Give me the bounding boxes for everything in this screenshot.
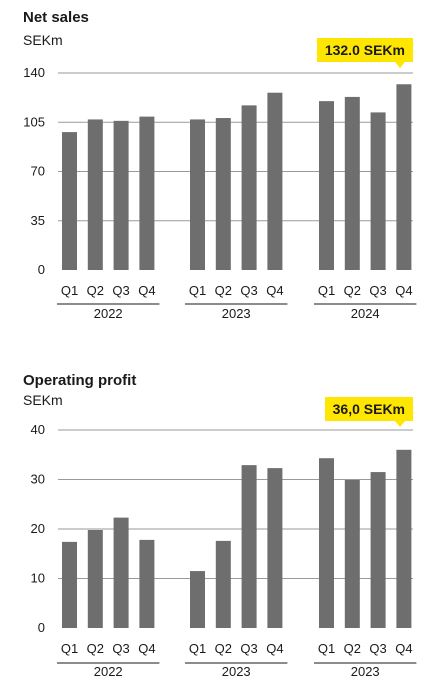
chart-title: Net sales <box>23 9 89 26</box>
bar <box>396 449 412 628</box>
highlight-callout: 132.0 SEKm <box>316 38 413 68</box>
x-tick-label: Q2 <box>87 641 104 656</box>
x-tick-label: Q3 <box>112 283 129 298</box>
x-tick-label: Q3 <box>369 283 386 298</box>
x-tick-label: Q2 <box>87 283 104 298</box>
y-tick-label: 0 <box>38 262 45 277</box>
x-tick-label: Q3 <box>240 283 257 298</box>
bar <box>370 472 386 628</box>
x-tick-label: Q2 <box>344 283 361 298</box>
x-tick-label: Q3 <box>369 641 386 656</box>
y-tick-label: 20 <box>31 521 45 536</box>
y-axis-label: SEKm <box>23 392 63 408</box>
bar <box>241 465 257 628</box>
y-tick-label: 140 <box>23 65 45 80</box>
x-tick-label: Q4 <box>266 641 283 656</box>
chart-canvas: 0 35 70 105 140 Q1 Q2 Q3 Q4 2022 Q1 Q2 Q3 Q4 2023 Q1 Q2 Q… <box>23 65 417 321</box>
group-label: 2023 <box>351 664 380 679</box>
bar <box>62 132 77 270</box>
bar <box>190 571 205 628</box>
x-tick-label: Q2 <box>344 641 361 656</box>
y-axis-label: SEKm <box>23 32 63 48</box>
bar <box>344 96 360 271</box>
group-label: 2024 <box>351 306 380 321</box>
chart-title: Operating profit <box>23 372 137 389</box>
y-tick-label: 105 <box>23 114 45 129</box>
bar <box>113 517 129 628</box>
group-label: 2022 <box>94 306 123 321</box>
x-tick-label: Q4 <box>138 641 155 656</box>
x-tick-label: Q4 <box>138 283 155 298</box>
x-tick-label: Q1 <box>318 283 335 298</box>
y-tick-label: 70 <box>31 164 45 179</box>
bar <box>241 105 257 270</box>
bar <box>139 116 155 270</box>
x-tick-label: Q4 <box>266 283 283 298</box>
bar <box>370 112 386 271</box>
x-tick-label: Q2 <box>215 283 232 298</box>
x-tick-label: Q1 <box>61 283 78 298</box>
bar <box>62 541 77 628</box>
highlight-callout: 36,0 SEKm <box>324 397 413 427</box>
bar <box>396 84 412 270</box>
group-label: 2022 <box>94 664 123 679</box>
bar <box>319 101 334 271</box>
x-tick-label: Q1 <box>61 641 78 656</box>
bar <box>190 119 205 270</box>
bar <box>87 119 103 270</box>
bar <box>319 458 334 628</box>
y-tick-label: 35 <box>31 213 45 228</box>
group-label: 2023 <box>222 664 251 679</box>
x-tick-label: Q1 <box>189 641 206 656</box>
chart-canvas: 0 10 20 30 40 Q1 Q2 Q3 Q4 2022 Q1 Q2 Q3 Q4 2023 Q1 Q2 Q3 Q… <box>31 422 417 679</box>
group-label: 2023 <box>222 306 251 321</box>
x-tick-label: Q3 <box>112 641 129 656</box>
bar <box>267 468 283 628</box>
bar <box>215 540 231 628</box>
y-tick-label: 40 <box>31 422 45 437</box>
bar <box>215 118 231 271</box>
x-tick-label: Q4 <box>395 641 412 656</box>
operating-profit-chart: Operating profit SEKm 36,0 SEKm 0 10 20 30 4… <box>0 360 436 693</box>
y-tick-label: 10 <box>31 571 45 586</box>
x-tick-label: Q2 <box>215 641 232 656</box>
x-tick-label: Q4 <box>395 283 412 298</box>
y-tick-label: 30 <box>31 472 45 487</box>
x-tick-label: Q1 <box>318 641 335 656</box>
bar <box>113 120 129 270</box>
x-tick-label: Q1 <box>189 283 206 298</box>
y-tick-label: 0 <box>38 620 45 635</box>
bar <box>267 92 283 270</box>
bar <box>344 479 360 628</box>
net-sales-chart: Net sales SEKm 132.0 SEKm 0 35 70 105 140 Q1 Q… <box>0 0 436 345</box>
x-tick-label: Q3 <box>240 641 257 656</box>
bar <box>87 529 103 628</box>
bar <box>139 539 155 628</box>
